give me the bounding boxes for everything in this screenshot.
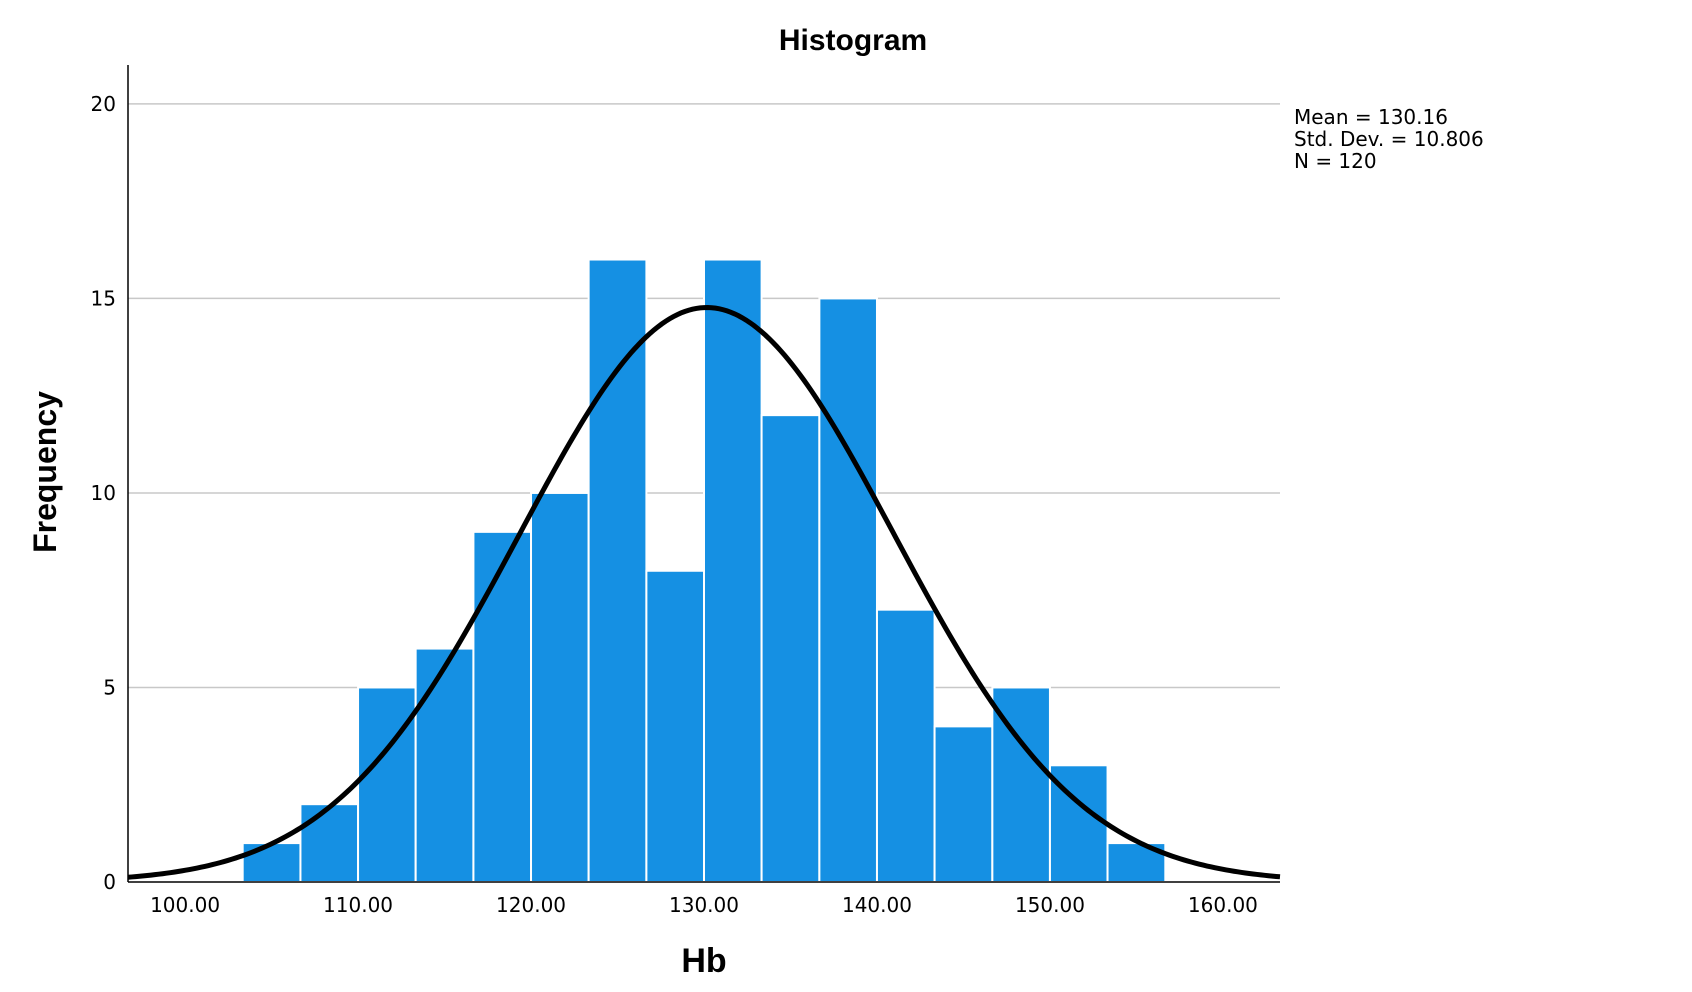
x-tick-labels: 100.00 110.00 120.00 130.00 140.00 150.00 160.…	[150, 893, 1258, 917]
bars	[241, 258, 1167, 884]
x-tick-label: 150.00	[1015, 893, 1085, 917]
x-axis-label: Hb	[681, 942, 726, 980]
x-tick-label: 160.00	[1188, 893, 1258, 917]
normal-curve	[127, 305, 1281, 880]
chart-title: Histogram	[779, 24, 927, 57]
histogram-bar	[818, 297, 878, 883]
stat-line: Mean = 130.16	[1294, 105, 1448, 129]
y-tick-label: 5	[103, 675, 116, 699]
histogram-bar	[241, 842, 302, 883]
stat-line: N = 120	[1294, 149, 1377, 173]
x-tick-label: 100.00	[150, 893, 220, 917]
histogram-bar	[645, 569, 706, 883]
histogram-bar	[530, 491, 590, 883]
histogram-bar	[933, 725, 994, 884]
y-tick-label: 20	[91, 92, 116, 116]
histogram-bar	[357, 686, 417, 883]
stat-line: Std. Dev. = 10.806	[1294, 127, 1484, 151]
x-tick-label: 120.00	[496, 893, 566, 917]
y-tick-label: 0	[103, 870, 116, 894]
y-tick-labels: 0 5 10 15 20	[91, 92, 116, 894]
histogram-bar	[760, 414, 821, 883]
x-tick-label: 140.00	[842, 893, 912, 917]
histogram-bar	[414, 647, 475, 883]
x-tick-label: 110.00	[323, 893, 393, 917]
histogram-bar	[703, 258, 763, 883]
y-tick-label: 15	[91, 286, 116, 310]
y-tick-label: 10	[91, 481, 116, 505]
histogram-bar	[299, 803, 360, 884]
y-axis-label: Frequency	[27, 391, 63, 553]
histogram-bar	[875, 608, 936, 884]
histogram-bar	[587, 258, 648, 883]
histogram-bar	[472, 530, 533, 883]
x-tick-label: 130.00	[669, 893, 739, 917]
